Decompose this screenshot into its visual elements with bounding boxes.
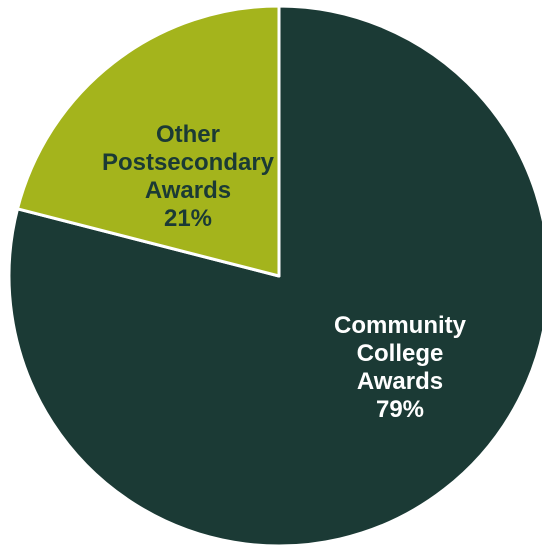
slice-label-community-college-awards: Community College Awards 79% xyxy=(295,284,505,452)
slice-percent-community-college-awards: 79% xyxy=(375,396,425,424)
slice-name-other-postsecondary-awards: Other Postsecondary Awards xyxy=(101,121,275,205)
slice-label-other-postsecondary-awards: Other Postsecondary Awards 21% xyxy=(88,93,288,261)
slice-name-community-college-awards: Community College Awards xyxy=(334,312,466,396)
pie-slice-other-postsecondary-awards xyxy=(15,4,281,278)
slice-percent-other-postsecondary-awards: 21% xyxy=(163,205,213,233)
